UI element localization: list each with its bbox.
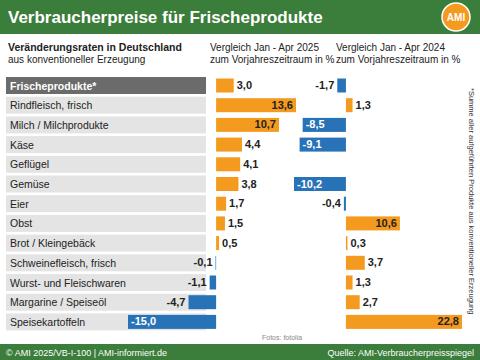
bar: [215, 256, 217, 270]
bar: [345, 157, 346, 171]
logo-text: AMI: [447, 12, 466, 23]
bar: [216, 216, 225, 230]
photo-credit: Fotos: fotolia: [262, 334, 302, 341]
data-label: 10,7: [255, 118, 276, 130]
panel-subtitle: zum Vorjahreszeitraum in %: [336, 54, 461, 65]
bar: [337, 79, 346, 93]
data-label: 13,6: [272, 99, 293, 111]
row-cell: [6, 77, 206, 94]
data-label: 1,3: [356, 276, 371, 288]
data-label: 2,7: [363, 296, 378, 308]
data-labels: -1,7 1,3 -8,5 -9,1 -10,2-0,4 10,6 0,33,7 1,3 2,7…: [297, 79, 459, 327]
title: Verbraucherpreise für Frischeprodukte: [8, 8, 323, 27]
footer-right: Quelle: AMI-Verbraucherpreisspiegel: [327, 348, 474, 358]
panel-title: Vergleich Jan - Apr 2025: [210, 42, 319, 53]
data-label: 22,8: [438, 315, 459, 327]
row-cell: [6, 136, 206, 153]
row-cell: [6, 195, 206, 212]
bar: [216, 138, 242, 152]
bar: [128, 315, 216, 329]
bar: [300, 138, 346, 152]
bar: [189, 295, 217, 309]
bar: [346, 98, 353, 112]
bar: [216, 118, 279, 132]
data-label: 1,3: [356, 99, 371, 111]
data-label: 3,7: [368, 256, 383, 268]
data-label: -0,1: [194, 256, 213, 268]
data-label: 3,0: [237, 79, 252, 91]
data-label: 10,6: [375, 217, 396, 229]
data-label: -9,1: [303, 138, 322, 150]
bars: [128, 79, 296, 329]
bar: [216, 79, 234, 93]
bar: [216, 177, 238, 191]
row-cell: [6, 176, 206, 193]
row-header: Veränderungsraten in Deutschland: [8, 41, 182, 53]
category-label: Schweinefleisch, frisch: [10, 257, 116, 269]
data-label: 1,5: [228, 217, 243, 229]
category-label: Speisekartoffeln: [10, 316, 85, 328]
category-label: Geflügel: [10, 158, 49, 170]
title-band: [0, 0, 480, 34]
category-label: Eier: [10, 198, 29, 210]
category-label: Gemüse: [10, 178, 50, 190]
category-label: Käse: [10, 139, 34, 151]
category-label: Obst: [10, 217, 32, 229]
bar: [346, 236, 348, 250]
bars: [294, 79, 462, 329]
bar: [303, 118, 346, 132]
bar: [346, 216, 400, 230]
data-label: 3,8: [241, 178, 256, 190]
row-cell: [6, 254, 206, 271]
panel-subtitle: zum Vorjahreszeitraum in %: [210, 54, 335, 65]
data-label: -15,0: [131, 315, 156, 327]
data-label: -1,1: [188, 276, 207, 288]
bar: [216, 157, 240, 171]
logo: [442, 3, 470, 31]
data-label: -0,4: [322, 197, 342, 209]
row-header: aus konventioneller Erzeugung: [8, 54, 145, 65]
category-label: Frischeprodukte*: [10, 80, 97, 92]
row-cell: [6, 294, 206, 311]
footer-left: © AMI 2025/VB-I-100 | AMI-informiert.de: [6, 348, 167, 358]
bar: [216, 197, 226, 211]
data-label: 1,7: [229, 197, 244, 209]
chart-root: Verbraucherpreise für Frischeprodukte AMI…: [0, 0, 480, 360]
row-cell: [6, 274, 206, 291]
bar: [346, 295, 360, 309]
data-labels: 3,0 13,6 10,7 4,4 4,1 3,8 1,7 1,5 0,5 -0,1 -1,1-4,…: [131, 79, 293, 327]
data-label: 4,4: [245, 138, 261, 150]
bar: [216, 236, 219, 250]
data-label: -4,7: [167, 296, 186, 308]
data-label: 4,1: [243, 158, 258, 170]
data-label: -1,7: [315, 79, 334, 91]
row-cell: [6, 215, 206, 232]
data-label: 0,3: [350, 237, 365, 249]
footer-band: [0, 344, 480, 360]
bar: [294, 177, 346, 191]
bar: [344, 197, 346, 211]
category-label: Wurst- und Fleischwaren: [10, 277, 126, 289]
footnote: *Summe aller aufgeführten Produkte aus k…: [467, 88, 476, 314]
bar: [346, 256, 365, 270]
category-label: Rindfleisch, frisch: [10, 99, 92, 111]
data-label: -10,2: [297, 178, 322, 190]
row-cell: [6, 97, 206, 114]
category-label: Brot / Kleingebäck: [10, 237, 96, 249]
category-label: Margarine / Speiseöl: [10, 296, 106, 308]
panel-title: Vergleich Jan - Apr 2024: [336, 42, 445, 53]
row-cell: [6, 235, 206, 252]
bar: [346, 276, 353, 290]
row-cell: [6, 156, 206, 173]
data-label: 0,5: [222, 237, 237, 249]
bar: [346, 315, 462, 329]
bar: [216, 98, 296, 112]
bar: [210, 276, 216, 290]
data-label: -8,5: [306, 118, 325, 130]
category-label: Milch / Milchprodukte: [10, 119, 109, 131]
row-cell: [6, 116, 206, 133]
